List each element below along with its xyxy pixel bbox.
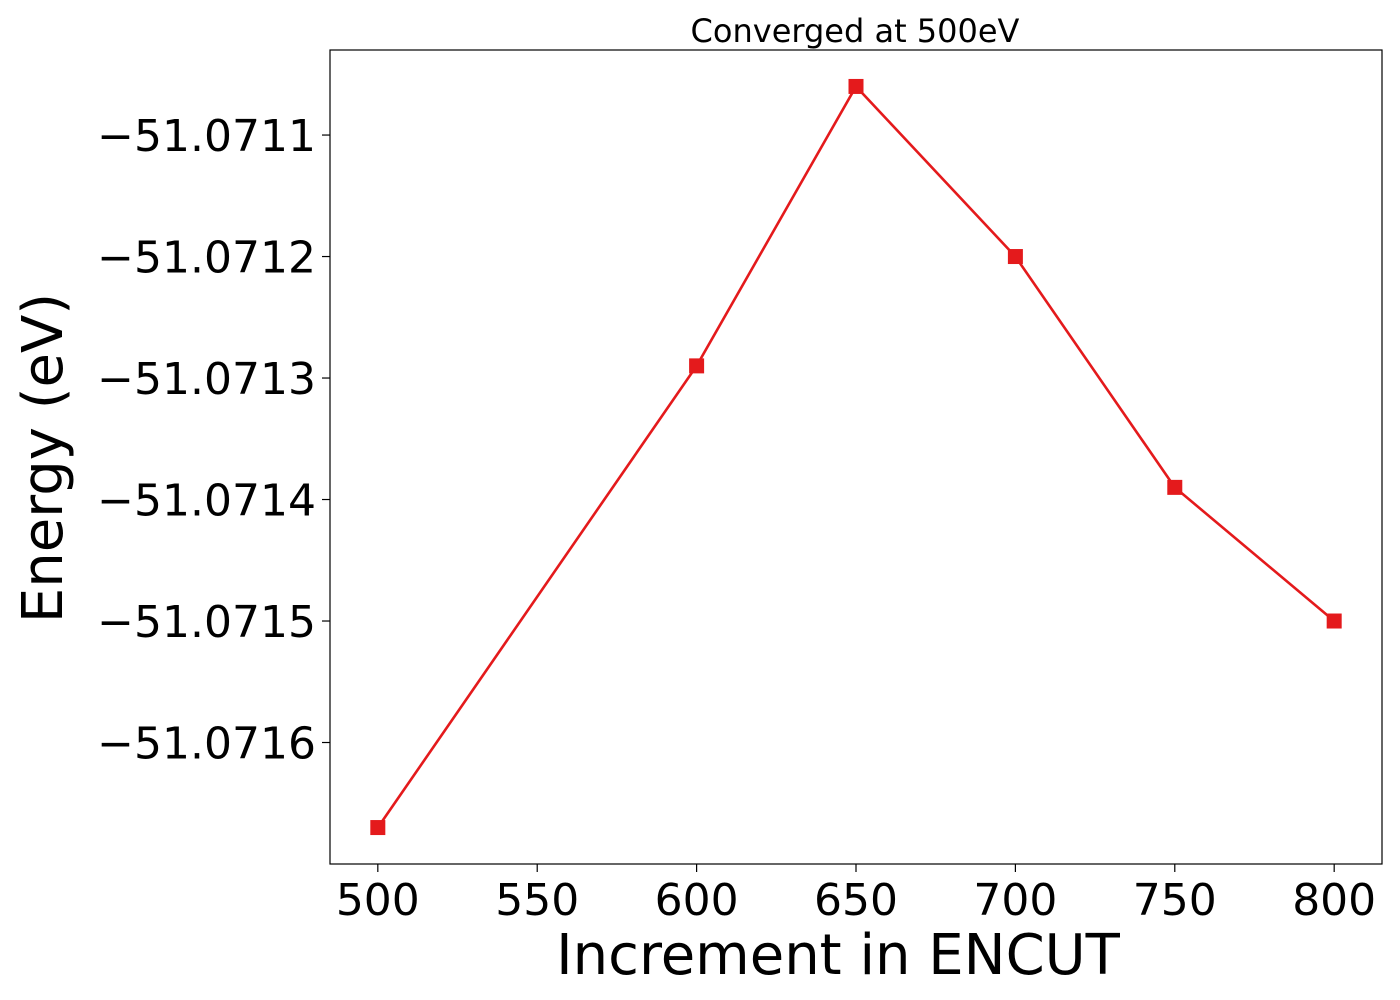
data-point-marker bbox=[370, 820, 386, 836]
x-tick-label: 750 bbox=[1133, 875, 1217, 926]
x-tick-label: 650 bbox=[814, 875, 898, 926]
y-tick-label: −51.0714 bbox=[97, 476, 316, 527]
y-tick-label: −51.0715 bbox=[97, 597, 316, 648]
series-layer bbox=[370, 78, 1342, 836]
data-point-marker bbox=[1007, 249, 1023, 265]
data-point-marker bbox=[848, 78, 864, 94]
x-tick-label: 700 bbox=[973, 875, 1057, 926]
y-axis-label: Energy (eV) bbox=[11, 293, 76, 623]
y-tick-label: −51.0712 bbox=[97, 233, 316, 284]
x-axis: 500 550 600 650 700 750 800 bbox=[336, 864, 1376, 926]
chart-title: Converged at 500eV bbox=[691, 12, 1020, 50]
series-line bbox=[376, 84, 1336, 829]
y-tick-label: −51.0711 bbox=[97, 111, 316, 162]
data-point-marker bbox=[689, 358, 705, 374]
x-tick-label: 600 bbox=[655, 875, 739, 926]
y-tick-label: −51.0713 bbox=[97, 354, 316, 405]
x-tick-label: 500 bbox=[336, 875, 420, 926]
data-point-marker bbox=[1167, 479, 1183, 495]
x-axis-label: Increment in ENCUT bbox=[556, 923, 1121, 988]
x-tick-label: 800 bbox=[1292, 875, 1376, 926]
data-point-marker bbox=[1326, 613, 1342, 629]
y-tick-label: −51.0716 bbox=[97, 719, 316, 770]
y-axis: −51.0711 −51.0712 −51.0713 −51.0714 −51.0715… bbox=[97, 111, 330, 770]
x-tick-label: 550 bbox=[495, 875, 579, 926]
plot-frame bbox=[329, 49, 1383, 865]
